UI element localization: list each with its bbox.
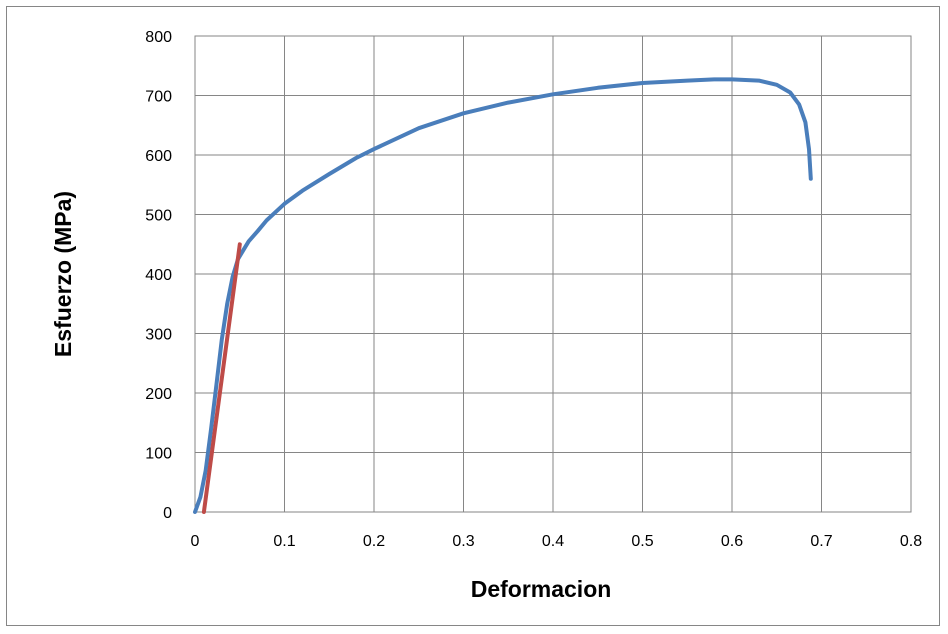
x-tick-label: 0.2 [363, 533, 385, 550]
x-tick-label: 0.5 [631, 533, 653, 550]
y-tick-label: 600 [145, 148, 172, 165]
x-tick-label: 0 [191, 533, 200, 550]
x-tick-label: 0.6 [721, 533, 743, 550]
series-line-2 [201, 242, 242, 514]
y-tick-label: 200 [145, 386, 172, 403]
series-line-1 [193, 77, 813, 514]
y-tick-label: 700 [145, 89, 172, 106]
gridlines [194, 35, 912, 513]
y-tick-label: 0 [163, 505, 172, 522]
x-axis-title: Deformacion [471, 576, 612, 602]
x-tick-label: 0.3 [452, 533, 474, 550]
x-tick-label: 0.4 [542, 533, 564, 550]
y-tick-label: 100 [145, 446, 172, 463]
y-tick-label: 300 [145, 327, 172, 344]
x-tick-labels: 0 0.1 0.2 0.3 0.4 0.5 0.6 0.7 0.8 [191, 533, 923, 550]
x-tick-label: 0.8 [900, 533, 922, 550]
y-tick-label: 400 [145, 267, 172, 284]
plot-area-border [194, 35, 912, 513]
x-tick-label: 0.1 [273, 533, 295, 550]
y-tick-label: 800 [145, 29, 172, 46]
y-tick-label: 500 [145, 208, 172, 225]
y-tick-labels: 0 100 200 300 400 500 600 700 800 [145, 29, 172, 522]
series-group [193, 77, 813, 514]
y-axis-title: Esfuerzo (MPa) [50, 191, 76, 357]
x-tick-label: 0.7 [810, 533, 832, 550]
